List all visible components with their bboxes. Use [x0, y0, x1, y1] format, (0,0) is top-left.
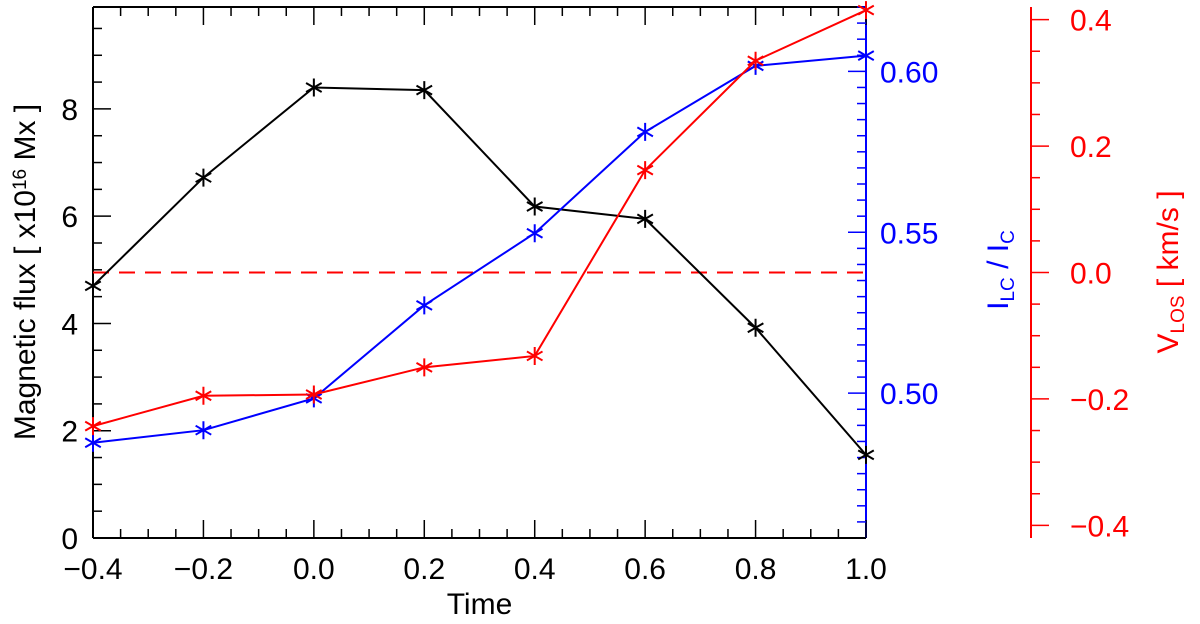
x-axis-title: Time [447, 588, 513, 621]
magnetic-flux-point [857, 445, 875, 464]
magnetic-flux-point [305, 78, 323, 97]
right-2-tick-label: 0.4 [1070, 5, 1112, 38]
x-tick-label: −0.2 [174, 553, 233, 586]
left-tick-label: 4 [61, 308, 78, 341]
magnetic-flux-point [195, 168, 212, 187]
x-tick-label: 0.6 [624, 553, 666, 586]
left-axis-title-part: 16 [10, 169, 31, 190]
right-2-tick-label: 0.0 [1070, 258, 1112, 291]
left-axis-title-part: Magnetic flux [ x10 [9, 190, 42, 440]
left-axis-title: Magnetic flux [ x1016 Mx ] [9, 104, 42, 440]
right-axis-1-title-part: C [998, 230, 1019, 244]
vlos-point [857, 1, 875, 20]
left-tick-label: 6 [61, 201, 78, 234]
x-tick-label: 0.8 [735, 553, 777, 586]
left-tick-label: 0 [61, 523, 78, 556]
right-1-tick-label: 0.60 [880, 56, 938, 89]
right-2-tick-label: −0.2 [1070, 384, 1129, 417]
right-axis-2-title: VLOS [ km/s ] [1152, 190, 1189, 353]
magnetic-flux-point [84, 276, 102, 295]
right-axis-2-title-part: LOS [1168, 295, 1189, 333]
left-tick-label: 2 [61, 416, 78, 449]
vlos-series-line [92, 9, 867, 428]
vlos-point [305, 385, 323, 404]
vlos-point [526, 346, 544, 365]
intensity-point [195, 421, 212, 440]
right-axis-2-title-part: [ km/s ] [1152, 190, 1185, 295]
intensity-point [526, 224, 544, 243]
magnetic-flux-series-line [92, 86, 867, 456]
x-tick-label: 0.4 [514, 553, 556, 586]
intensity-series-line [92, 54, 867, 444]
magnetic-flux-point [747, 318, 764, 337]
vlos-point [195, 386, 212, 405]
x-tick-label: 0.2 [403, 553, 445, 586]
magnetic-flux-point [636, 209, 654, 228]
right-axis-1-title-part: I [982, 302, 1015, 310]
x-tick-label: 1.0 [845, 553, 887, 586]
vlos-point [636, 161, 654, 180]
vlos-point [415, 358, 433, 377]
vlos-point [84, 417, 102, 436]
left-tick-label: 8 [61, 94, 78, 127]
right-2-tick-label: −0.4 [1070, 510, 1129, 543]
magnetic-flux-markers [84, 78, 875, 464]
right-axis-1-title: ILC / IC [982, 230, 1019, 310]
intensity-point [415, 296, 433, 315]
intensity-point [636, 122, 654, 141]
intensity-point [84, 433, 102, 452]
magnetic-flux-point [415, 81, 433, 100]
left-axis-title-part: Mx ] [9, 104, 42, 169]
x-tick-label: 0.0 [293, 553, 335, 586]
right-1-tick-label: 0.55 [880, 217, 938, 250]
right-1-tick-label: 0.50 [880, 378, 938, 411]
magnetic-flux-point [526, 197, 544, 216]
vlos-markers [84, 1, 875, 436]
intensity-point [857, 46, 875, 65]
vlos-point [747, 51, 764, 70]
right-axis-2-title-part: V [1152, 334, 1185, 354]
right-2-tick-label: 0.2 [1070, 131, 1112, 164]
x-tick-label: −0.4 [63, 553, 122, 586]
right-axis-1-title-part: / I [982, 244, 1015, 277]
right-axis-1-title-part: LC [998, 277, 1019, 301]
